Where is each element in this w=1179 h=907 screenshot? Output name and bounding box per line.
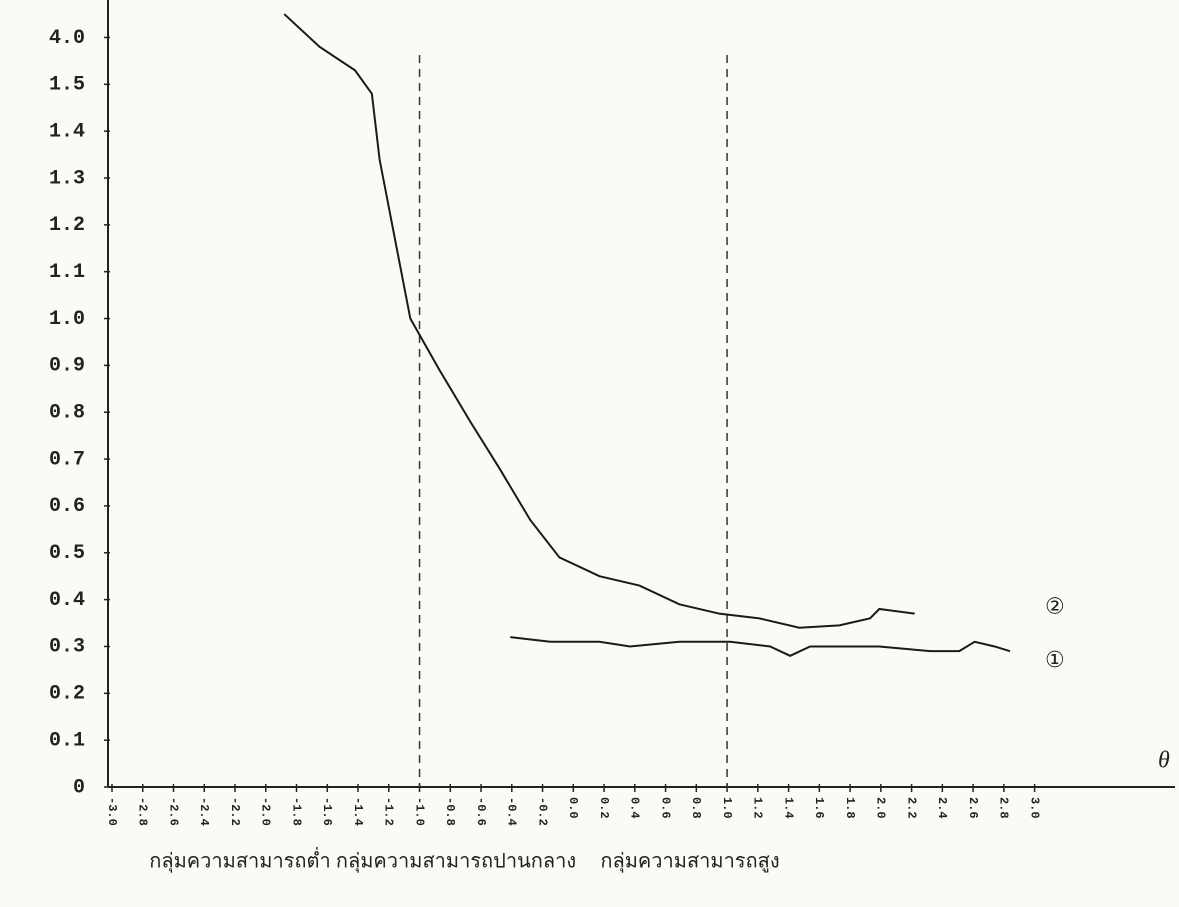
y-tick-label: 0 [73,776,85,799]
group-label: กลุ่มความสามารถปานกลาง [336,849,576,874]
x-tick-label: -0.8 [443,797,457,826]
x-tick-label: 1.8 [843,797,857,819]
y-tick-label: 0.2 [49,683,85,706]
y-tick-label: 0.9 [49,355,85,378]
x-tick-label: -2.8 [136,797,150,826]
y-tick-label: 1.1 [49,261,85,284]
x-tick-label: -3.0 [105,797,119,826]
legend-label: ② [1045,595,1065,620]
x-tick-label: 0.2 [597,797,611,819]
x-tick-label: 1.4 [781,797,795,819]
series-line [510,636,1011,657]
group-label: กลุ่มความสามารถสูง [600,849,779,874]
x-tick-label: -0.4 [505,797,519,826]
x-tick-label: -2.6 [166,797,180,826]
x-axis-label: θ [1158,748,1170,774]
legend-label: ① [1045,648,1065,673]
x-tick-label: 2.8 [997,797,1011,819]
x-tick-label: -0.6 [474,797,488,826]
series-line [283,13,915,629]
x-tick-label: 3.0 [1027,797,1041,819]
x-tick-label: -1.8 [289,797,303,826]
x-tick-label: 1.0 [720,797,734,819]
y-tick-label: 1.5 [49,74,85,97]
x-tick-label: 2.2 [904,797,918,819]
y-tick-label: 4.0 [49,27,85,50]
x-tick-label: -0.2 [535,797,549,826]
y-tick-label: 0.6 [49,495,85,518]
x-tick-label: -1.2 [382,797,396,826]
y-tick-label: 1.4 [49,120,85,143]
y-tick-label: 0.4 [49,589,85,612]
y-tick-label: 1.2 [49,214,85,237]
x-tick-label: -2.4 [197,797,211,826]
x-tick-label: -1.6 [320,797,334,826]
x-tick-label: 1.6 [812,797,826,819]
x-tick-label: 0.8 [689,797,703,819]
x-tick-label: 0.6 [658,797,672,819]
x-tick-label: 2.4 [935,797,949,819]
group-label: กลุ่มความสามารถต่ำ [149,847,331,874]
x-tick-label: -2.0 [259,797,273,826]
y-tick-label: 0.1 [49,729,85,752]
x-tick-label: 0.4 [628,797,642,819]
y-tick-label: 0.8 [49,402,85,425]
x-tick-label: 1.2 [751,797,765,819]
x-tick-label: -2.2 [228,797,242,826]
y-tick-label: 0.5 [49,542,85,565]
y-tick-label: 0.7 [49,448,85,471]
x-tick-label: 0.0 [566,797,580,819]
x-tick-label: 2.0 [874,797,888,819]
y-tick-label: 1.0 [49,308,85,331]
x-tick-label: -1.0 [412,797,426,826]
x-tick-label: -1.4 [351,797,365,826]
y-tick-label: 0.3 [49,636,85,659]
y-tick-label: 1.3 [49,167,85,190]
x-tick-label: 2.6 [966,797,980,819]
